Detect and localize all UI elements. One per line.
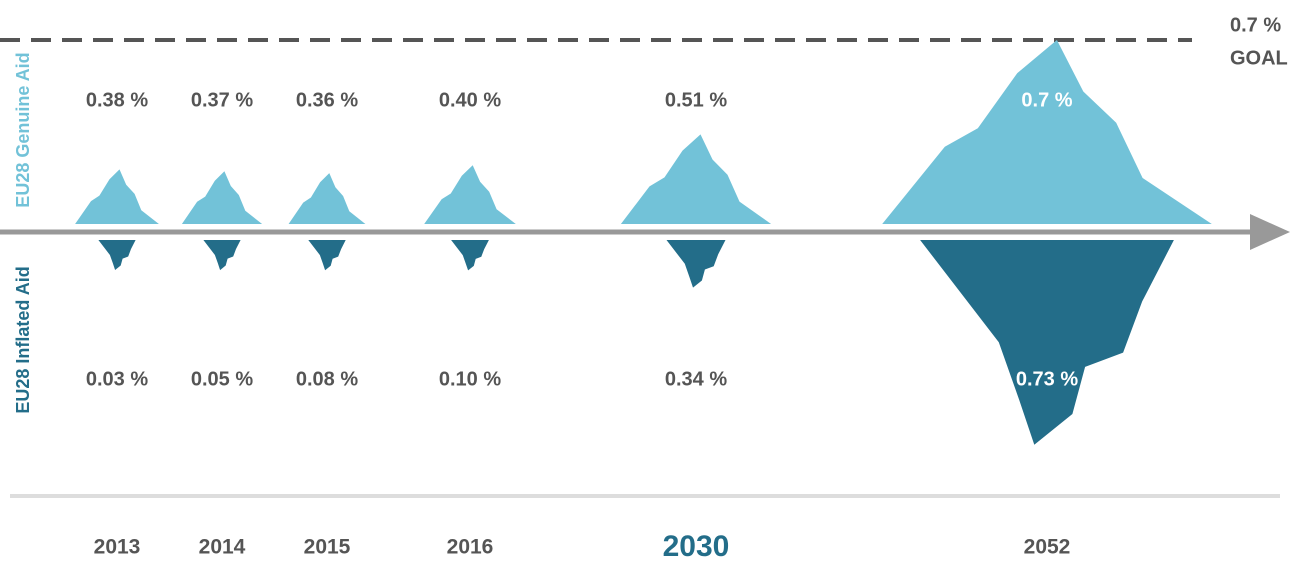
value-label: 0.51 %	[665, 89, 727, 111]
value-label: 0.40 %	[439, 89, 501, 111]
x-tick-label: 2013	[94, 536, 141, 559]
series-label: EU28 Genuine Aid	[13, 52, 33, 207]
axis-arrow	[1250, 214, 1290, 250]
value-label: 0.05 %	[191, 368, 253, 390]
series-label: EU28 Inflated Aid	[13, 266, 33, 413]
value-label: 0.37 %	[191, 89, 253, 111]
iceberg	[620, 134, 772, 224]
iceberg	[75, 169, 159, 224]
x-tick-label: 2016	[447, 536, 494, 559]
x-tick-label: 2052	[1024, 536, 1071, 559]
iceberg	[920, 240, 1174, 445]
goal-label: 0.7 %	[1230, 14, 1281, 36]
iceberg	[98, 240, 136, 270]
value-label: 0.36 %	[296, 89, 358, 111]
value-label: 0.10 %	[439, 368, 501, 390]
value-label: 0.34 %	[665, 368, 727, 390]
x-tick-label: 2015	[304, 536, 351, 559]
x-tick-label: 2014	[199, 536, 246, 559]
value-label: 0.38 %	[86, 89, 148, 111]
iceberg	[666, 240, 726, 288]
value-label: 0.08 %	[296, 368, 358, 390]
iceberg	[288, 173, 366, 224]
value-label: 0.03 %	[86, 368, 148, 390]
iceberg	[308, 240, 346, 271]
iceberg	[882, 40, 1212, 224]
iceberg	[451, 240, 489, 271]
goal-text: GOAL	[1230, 47, 1288, 69]
iceberg	[424, 165, 516, 224]
x-tick-label: 2030	[663, 530, 730, 563]
iceberg	[203, 240, 241, 271]
value-label: 0.73 %	[1016, 368, 1078, 390]
iceberg	[181, 171, 263, 224]
value-label: 0.7 %	[1021, 89, 1072, 111]
